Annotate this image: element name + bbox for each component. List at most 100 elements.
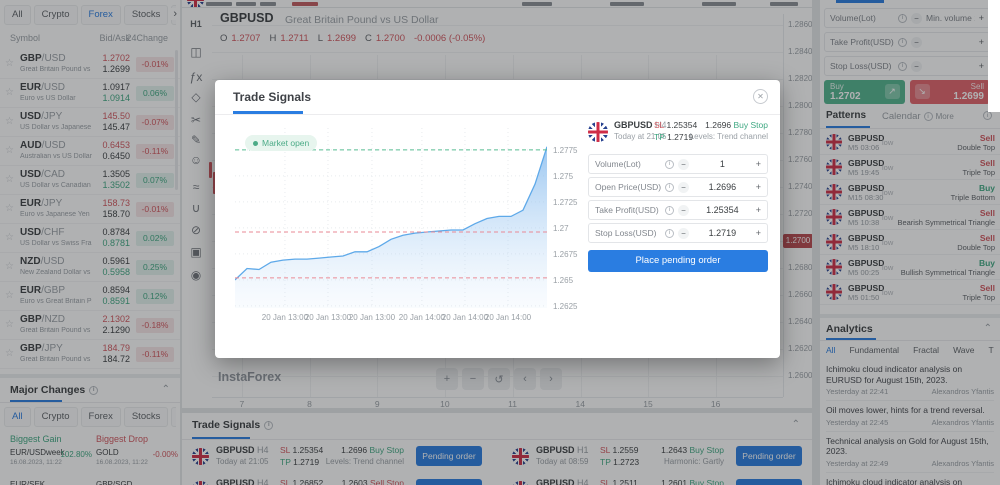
favorite-star-icon[interactable]: ☆: [5, 319, 14, 330]
info-icon[interactable]: i: [264, 420, 274, 430]
time-axis[interactable]: 7 8 9 10 11 14 15 16: [208, 399, 750, 408]
favorite-star-icon[interactable]: ☆: [5, 203, 14, 214]
drop-symbol-2[interactable]: GBP/SGD: [96, 480, 133, 485]
pan-left-button[interactable]: ‹: [514, 368, 536, 390]
signal-card[interactable]: GBPUSD H4 Today at 21:05 SL 1.25354 TP 1…: [192, 444, 482, 470]
collapse-icon[interactable]: ⌃: [161, 384, 170, 395]
increment-button[interactable]: +: [978, 13, 984, 23]
decrement-button[interactable]: −: [911, 60, 922, 72]
order-field[interactable]: Take Profit(USD) i − 1.25354 +: [588, 200, 768, 220]
analytics-item[interactable]: Ichimoku cloud indicator analysis on EUR…: [826, 360, 994, 401]
market-tab[interactable]: Stocks: [123, 5, 169, 25]
field-value[interactable]: 1: [719, 159, 725, 169]
magnet-icon[interactable]: ∪: [191, 201, 201, 215]
decrement-button[interactable]: −: [678, 158, 689, 170]
info-icon[interactable]: i: [89, 385, 99, 395]
favorite-star-icon[interactable]: ☆: [5, 290, 14, 301]
analytics-tab[interactable]: Fundamental: [849, 345, 900, 355]
analytics-tab[interactable]: Wave: [953, 345, 975, 355]
pattern-row[interactable]: GBPUSD M15 08:30 low Buy Triple Bottom: [820, 180, 1000, 205]
analytics-item[interactable]: Ichimoku cloud indicator analysis on USD…: [826, 473, 994, 485]
biggest-gain-item[interactable]: EUR/USDweek 16.08.2023, 11:22 102.80%: [10, 448, 92, 466]
tab-calendar[interactable]: Calendar: [882, 111, 921, 122]
reset-view-button[interactable]: ↺: [488, 368, 510, 390]
currency-pair-row[interactable]: ☆ USD/CAD US Dollar vs Canadian 1.3505 1…: [0, 166, 180, 195]
info-icon[interactable]: i: [665, 159, 674, 169]
favorite-star-icon[interactable]: ☆: [5, 174, 14, 185]
major-changes-tab[interactable]: Crypto: [33, 407, 78, 427]
increment-button[interactable]: +: [755, 182, 761, 192]
sidebar-scrollbar[interactable]: [175, 50, 178, 190]
snapshot-icon[interactable]: ◉: [190, 268, 202, 282]
info-icon[interactable]: i: [898, 37, 907, 47]
sell-button[interactable]: ↘ Sell 1.2699: [909, 80, 990, 104]
field-value[interactable]: 1.2719: [708, 228, 737, 238]
pan-right-button[interactable]: ›: [540, 368, 562, 390]
major-changes-tab[interactable]: Forex: [80, 407, 121, 427]
major-changes-tab[interactable]: Meta: [171, 407, 176, 427]
zoom-in-button[interactable]: +: [436, 368, 458, 390]
field-value[interactable]: 1.2696: [708, 182, 737, 192]
favorite-star-icon[interactable]: ☆: [5, 232, 14, 243]
brush-icon[interactable]: ✎: [190, 133, 202, 147]
emoji-icon[interactable]: ☺: [189, 153, 203, 167]
increment-button[interactable]: +: [978, 37, 984, 47]
pattern-row[interactable]: GBPUSD M5 18:10 low Sell Double Top: [820, 230, 1000, 255]
tabs-scroll-chevron-icon[interactable]: ›: [171, 8, 179, 20]
order-field[interactable]: Volume(Lot) i − 1 +: [588, 154, 768, 174]
drawing-tools-icon[interactable]: ✂: [190, 113, 202, 127]
decrement-button[interactable]: −: [678, 181, 689, 193]
candlestick-style-icon[interactable]: ◫: [190, 45, 202, 59]
currency-pair-row[interactable]: ☆ NZD/USD New Zealand Dollar vs US Do...…: [0, 253, 180, 282]
market-tab[interactable]: Crypto: [33, 5, 78, 25]
analytics-tab[interactable]: T: [988, 345, 994, 355]
info-icon[interactable]: i: [898, 13, 907, 23]
currency-pair-row[interactable]: ☆ GBP/NZD Great Britain Pound vs New ...…: [0, 311, 180, 340]
info-icon[interactable]: i: [923, 112, 933, 121]
delete-drawings-icon[interactable]: ▣: [190, 245, 202, 259]
favorite-star-icon[interactable]: ☆: [5, 145, 14, 156]
more-link[interactable]: More: [935, 112, 954, 121]
decrement-button[interactable]: −: [911, 36, 922, 48]
order-field[interactable]: Stop Loss(USD) i − 1.2719 +: [588, 223, 768, 243]
help-icon[interactable]: i: [983, 111, 992, 120]
hide-drawings-icon[interactable]: ⊘: [190, 223, 202, 237]
zoom-out-button[interactable]: −: [462, 368, 484, 390]
market-tab[interactable]: Forex: [80, 5, 121, 25]
market-tab[interactable]: All: [4, 5, 31, 25]
timeframe-button[interactable]: H1: [190, 19, 202, 29]
currency-pair-row[interactable]: ☆ GBP/JPY Great Britain Pound vs Japa...…: [0, 340, 180, 369]
pending-order-button[interactable]: Pending order: [416, 446, 482, 466]
collapse-icon[interactable]: ⌃: [983, 323, 992, 334]
increment-button[interactable]: +: [755, 228, 761, 238]
tab-patterns[interactable]: Patterns: [826, 110, 867, 121]
signal-card[interactable]: GBPUSD H1 Today at 08:59 SL 1.2559 TP 1.…: [512, 444, 802, 470]
major-changes-tab[interactable]: All: [4, 407, 31, 427]
currency-pair-row[interactable]: ☆ GBP/USD Great Britain Pound vs US D...…: [0, 50, 180, 79]
info-icon[interactable]: i: [665, 228, 674, 238]
decrement-button[interactable]: −: [911, 12, 922, 24]
analytics-tab[interactable]: All: [826, 345, 836, 355]
close-icon[interactable]: ✕: [753, 89, 768, 104]
indicators-icon[interactable]: ƒx: [189, 70, 203, 84]
decrement-button[interactable]: −: [678, 227, 689, 239]
pattern-row[interactable]: GBPUSD M5 10:38 low Sell Bearish Symmetr…: [820, 205, 1000, 230]
decrement-button[interactable]: −: [678, 204, 689, 216]
pattern-row[interactable]: GBPUSD M5 19:45 low Sell Triple Top: [820, 155, 1000, 180]
currency-pair-row[interactable]: ☆ USD/CHF US Dollar vs Swiss Franc 0.878…: [0, 224, 180, 253]
favorite-star-icon[interactable]: ☆: [5, 87, 14, 98]
favorite-star-icon[interactable]: ☆: [5, 348, 14, 359]
favorite-star-icon[interactable]: ☆: [5, 116, 14, 127]
increment-button[interactable]: +: [755, 159, 761, 169]
major-changes-tab[interactable]: Stocks: [123, 407, 169, 427]
shapes-icon[interactable]: ◇: [191, 90, 201, 104]
currency-pair-row[interactable]: ☆ AUD/USD Australian vs US Dollar 0.6453…: [0, 137, 180, 166]
favorite-star-icon[interactable]: ☆: [5, 58, 14, 69]
pattern-row[interactable]: GBPUSD M5 00:25 low Buy Bullish Symmetri…: [820, 255, 1000, 280]
info-icon[interactable]: i: [665, 182, 674, 192]
page-scrollbar[interactable]: [988, 0, 1000, 112]
favorite-star-icon[interactable]: ☆: [5, 261, 14, 272]
pending-order-button[interactable]: Pending order: [736, 446, 802, 466]
info-icon[interactable]: i: [665, 205, 674, 215]
field-value[interactable]: 1.25354: [706, 205, 739, 215]
